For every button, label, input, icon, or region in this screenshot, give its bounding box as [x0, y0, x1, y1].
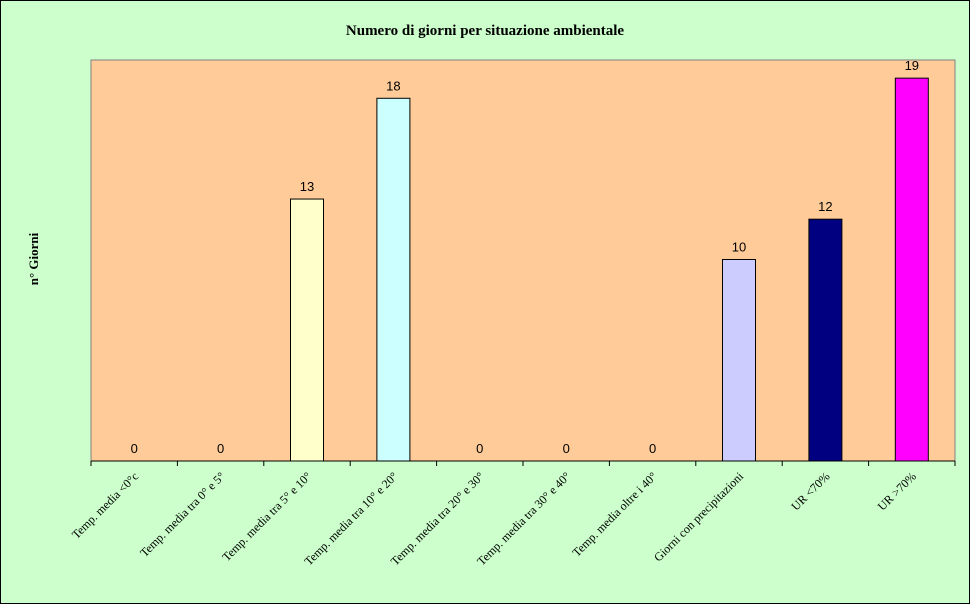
bar: [376, 97, 411, 462]
category-label: Giorni con precipitazioni: [651, 469, 747, 565]
data-label: 0: [649, 441, 656, 456]
category-label: UR <70%: [788, 469, 832, 513]
category-label: Temp. media tra 0° e 5°: [137, 469, 228, 560]
category-label: Temp. media tra 30° e 40°: [474, 469, 573, 568]
data-label: 12: [818, 199, 832, 214]
bar: [722, 258, 756, 462]
bar: [808, 218, 843, 462]
bar: [290, 198, 324, 462]
data-label: 0: [476, 441, 483, 456]
chart-title: Numero di giorni per situazione ambienta…: [345, 23, 625, 39]
category-label: Temp. media oltre i 40°: [569, 469, 659, 559]
category-label: Temp. media tra 5° e 10°: [219, 469, 314, 564]
data-label: 18: [386, 78, 400, 93]
data-label: 0: [131, 441, 138, 456]
category-label: Temp. media tra 10° e 20°: [301, 469, 400, 568]
data-label: 0: [217, 441, 224, 456]
category-label: Temp. media <0°c: [69, 469, 141, 541]
data-label: 0: [563, 441, 570, 456]
data-label: 19: [905, 58, 919, 73]
category-label: UR >70%: [875, 469, 919, 513]
data-label: 10: [732, 239, 746, 254]
bar: [894, 77, 929, 462]
category-label: Temp. media tra 20° e 30°: [388, 469, 487, 568]
data-label: 13: [300, 179, 314, 194]
